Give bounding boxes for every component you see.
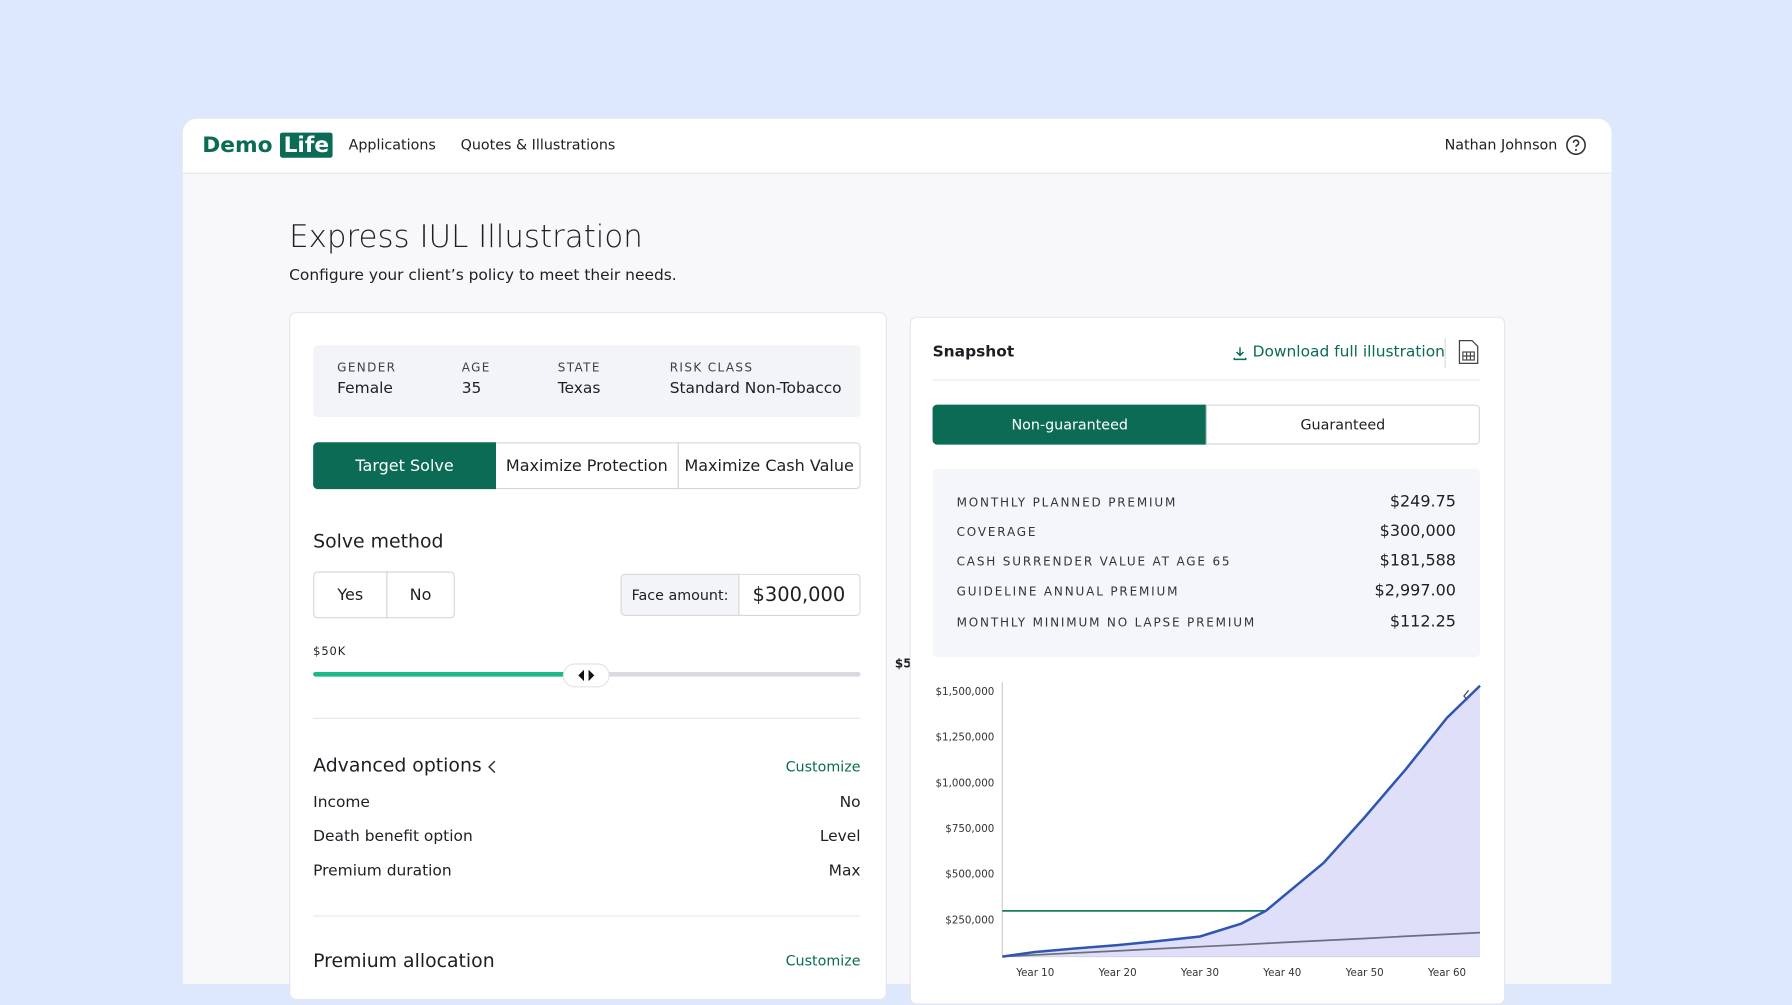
metric-label: MONTHLY MINIMUM NO LAPSE PREMIUM: [956, 615, 1257, 630]
option-button[interactable]: No: [386, 571, 455, 619]
metric-label: COVERAGE: [956, 525, 1038, 540]
section-title: Solve method: [313, 530, 444, 552]
y-tick-label: $500,000: [945, 869, 994, 881]
divider: [1444, 338, 1446, 368]
x-tick-label: Year 10: [1015, 967, 1054, 979]
nav-link[interactable]: Applications: [348, 135, 436, 154]
row-value: Level: [819, 827, 861, 846]
config-card: [289, 311, 887, 1000]
metric-value: $2,997.00: [1374, 581, 1456, 600]
chevron-icon[interactable]: [486, 759, 500, 775]
client-label: AGE: [461, 361, 491, 375]
metric-value: $249.75: [1389, 492, 1456, 511]
viewport: Demo Life Applications Quotes & Illustra…: [182, 118, 1612, 1005]
customize-link[interactable]: Customize: [785, 951, 861, 970]
x-tick-label: Year 60: [1427, 967, 1466, 979]
download-icon[interactable]: [1232, 345, 1248, 361]
toggle-active[interactable]: Non-guaranteed: [932, 404, 1207, 445]
metric-value: $300,000: [1379, 522, 1456, 541]
client-value: Standard Non-Tobacco: [669, 379, 842, 398]
x-tick-label: Year 50: [1345, 967, 1384, 979]
client-value: 35: [461, 379, 482, 398]
client-value: Female: [337, 379, 393, 398]
x-tick-label: Year 30: [1180, 967, 1219, 979]
user-name[interactable]: Nathan Johnson: [1444, 135, 1558, 154]
metric-label: CASH SURRENDER VALUE AT AGE 65: [956, 555, 1232, 570]
section-title: Premium allocation: [313, 949, 495, 972]
slider-knob[interactable]: [562, 663, 610, 688]
client-label: STATE: [557, 361, 601, 375]
logo-word: Demo: [202, 132, 273, 158]
logo-badge: Life: [280, 132, 333, 158]
y-tick-label: $1,500,000: [936, 686, 995, 698]
tab-active[interactable]: Target Solve: [313, 442, 496, 490]
row-label: Death benefit option: [313, 827, 473, 846]
help-icon[interactable]: [1566, 135, 1587, 156]
row-value: Max: [828, 861, 861, 880]
metric-value: $112.25: [1389, 612, 1456, 631]
metric-value: $181,588: [1379, 551, 1456, 571]
divider: [313, 915, 861, 917]
client-label: RISK CLASS: [669, 361, 754, 375]
y-tick-label: $1,000,000: [936, 777, 995, 789]
divider: [313, 717, 861, 719]
slider-max-label: $5: [894, 657, 912, 671]
metrics-box: [932, 468, 1480, 658]
client-value: Texas: [557, 379, 601, 398]
client-box: [313, 345, 861, 418]
customize-link[interactable]: Customize: [785, 757, 861, 775]
y-tick-label: $1,250,000: [936, 732, 995, 744]
snapshot-title: Snapshot: [932, 342, 1015, 362]
row-label: Income: [313, 793, 370, 812]
y-tick-label: $750,000: [945, 823, 994, 835]
y-tick-label: $250,000: [945, 914, 994, 926]
tab[interactable]: Maximize Cash Value: [677, 442, 861, 490]
face-amount-input[interactable]: $300,000: [738, 573, 861, 616]
page-title: Express IUL Illustration: [289, 219, 643, 255]
body: Demo Life Applications Quotes & Illustra…: [182, 118, 1612, 1005]
metric-label: MONTHLY PLANNED PREMIUM: [956, 495, 1178, 510]
divider: [932, 379, 1480, 381]
area: [1002, 685, 1480, 957]
projection-chart: $250,000 $500,000 $750,000 $1,000,000 $1,250…: [936, 682, 1481, 979]
top-nav: [182, 118, 1612, 174]
series-line: [1002, 684, 1481, 958]
client-label: GENDER: [337, 361, 397, 375]
spreadsheet-icon[interactable]: [1458, 339, 1479, 365]
x-tick-label: Year 40: [1262, 967, 1301, 979]
logo[interactable]: Demo Life: [202, 132, 333, 158]
x-tick-label: Year 20: [1098, 967, 1137, 979]
face-amount-label: Face amount:: [620, 573, 740, 616]
row-label: Premium duration: [313, 861, 452, 880]
slider-fill: [313, 671, 587, 677]
section-title: Advanced options: [313, 754, 482, 776]
toggle[interactable]: Guaranteed: [1205, 404, 1480, 445]
download-link[interactable]: Download full illustration: [1252, 342, 1445, 362]
slider-min-label: $50K: [313, 645, 347, 659]
nav-link[interactable]: Quotes & Illustrations: [460, 135, 616, 154]
series-line: [1002, 931, 1481, 958]
page-subtitle: Configure your client’s policy to meet t…: [289, 266, 677, 285]
metric-label: GUIDELINE ANNUAL PREMIUM: [956, 585, 1180, 599]
row-value: No: [839, 793, 861, 812]
page: Express IUL Illustration { "nav": {"logo…: [182, 118, 1612, 1005]
